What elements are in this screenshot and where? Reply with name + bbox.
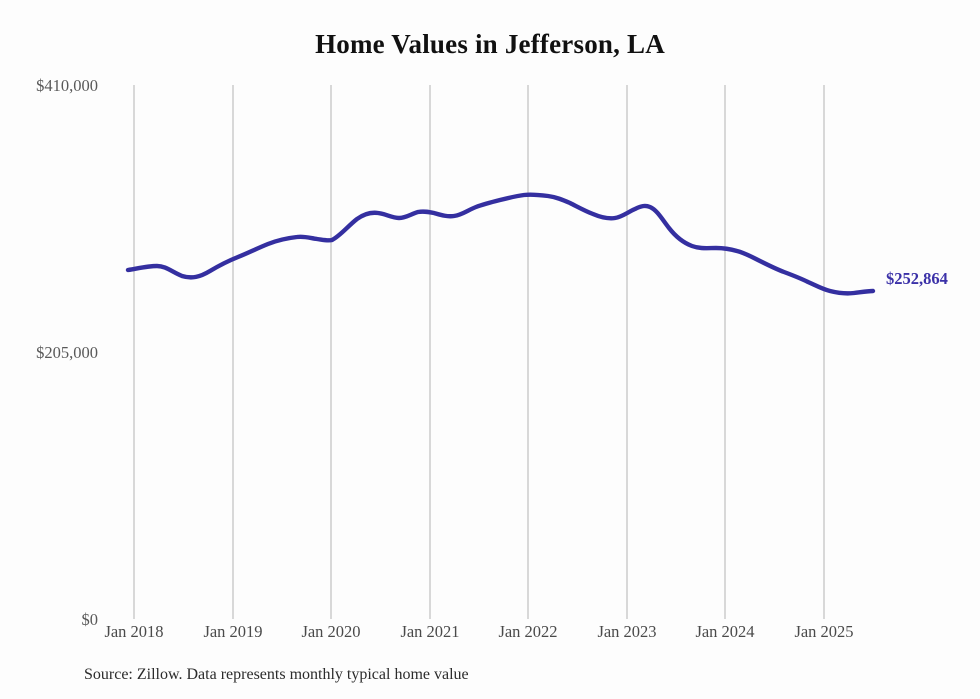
x-axis-tick-jan-2019: Jan 2019 (203, 622, 263, 641)
x-axis-tick-jan-2025: Jan 2025 (794, 622, 854, 641)
y-axis-label-top: $410,000 (36, 76, 98, 95)
x-axis-tick-jan-2022: Jan 2022 (498, 622, 558, 641)
x-axis-tick-jan-2024: Jan 2024 (695, 622, 755, 641)
gridlines (133, 85, 825, 619)
chart-title: Home Values in Jefferson, LA (315, 29, 665, 59)
source-note: Source: Zillow. Data represents monthly … (84, 666, 469, 683)
x-axis-tick-jan-2018: Jan 2018 (104, 622, 164, 641)
x-axis-tick-jan-2023: Jan 2023 (597, 622, 657, 641)
y-axis-label-mid: $205,000 (36, 343, 98, 362)
x-axis-tick-jan-2021: Jan 2021 (400, 622, 460, 641)
home-value-line (125, 192, 876, 296)
x-axis-tick-jan-2020: Jan 2020 (301, 622, 361, 641)
end-value-label: $252,864 (886, 269, 948, 288)
y-axis-label-zero: $0 (81, 610, 99, 629)
